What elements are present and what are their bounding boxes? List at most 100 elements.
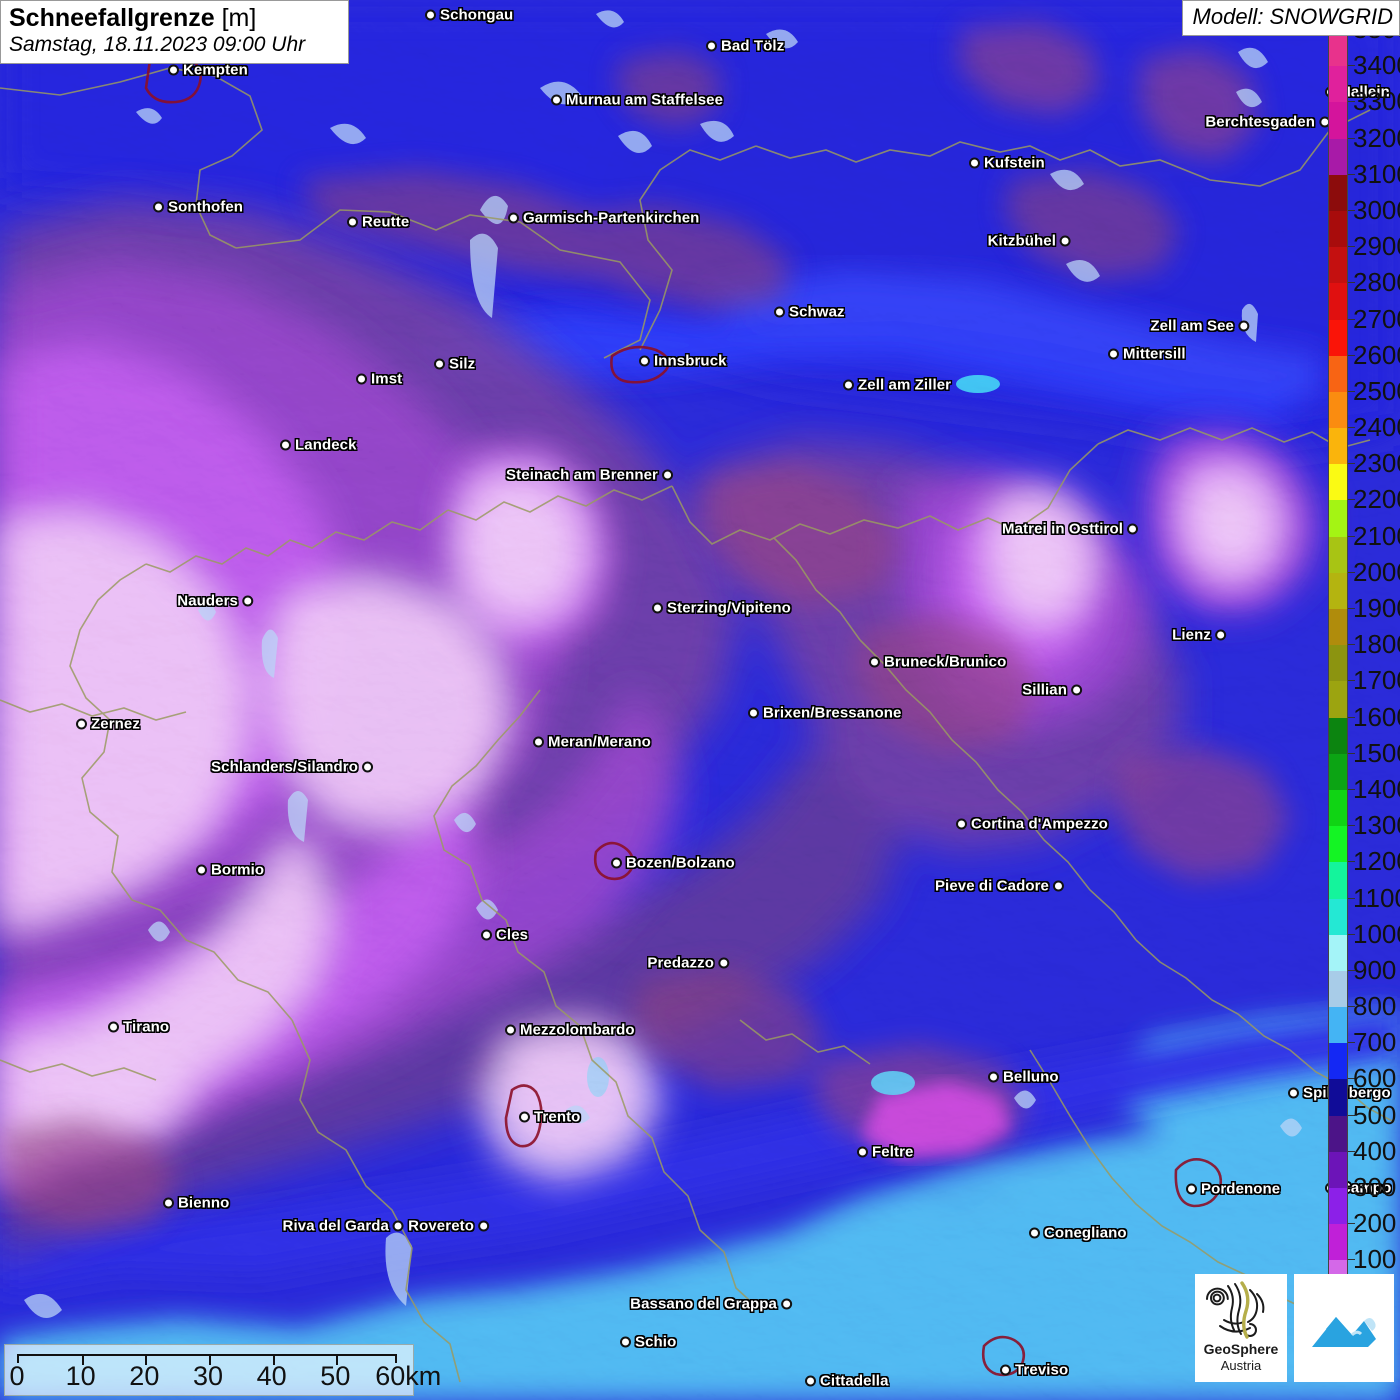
- legend-value: 3400: [1353, 50, 1400, 81]
- legend-color-swatch: [1328, 464, 1348, 501]
- legend-color-swatch: [1328, 428, 1348, 465]
- legend-row[interactable]: 300: [1328, 1174, 1400, 1225]
- scale-tick: [81, 1356, 84, 1365]
- scale-label: 40: [256, 1361, 287, 1391]
- legend-tick: [1348, 209, 1355, 211]
- mountain-logo[interactable]: [1294, 1274, 1394, 1382]
- legend-value: 3200: [1353, 122, 1400, 153]
- legend-row[interactable]: 900: [1328, 957, 1400, 1008]
- legend-row[interactable]: 3300: [1328, 88, 1400, 139]
- legend-tick: [1348, 788, 1355, 790]
- legend-value: 2500: [1353, 375, 1400, 406]
- scale-label: 0: [9, 1361, 25, 1391]
- legend-row[interactable]: 3100: [1328, 161, 1400, 211]
- legend-value: 2800: [1353, 267, 1400, 298]
- legend-value: 3300: [1353, 86, 1400, 117]
- mountain-peak-icon: [1312, 1317, 1376, 1347]
- legend-tick: [1348, 752, 1355, 754]
- legend-row[interactable]: 1800: [1328, 631, 1400, 682]
- legend-value: 3000: [1353, 194, 1400, 225]
- legend-tick: [1348, 246, 1355, 248]
- legend-value: 2400: [1353, 412, 1400, 443]
- legend-color-swatch: [1328, 536, 1348, 573]
- legend-row[interactable]: 1900: [1328, 595, 1400, 646]
- scale-tick: [145, 1356, 148, 1365]
- legend-color-swatch: [1328, 789, 1348, 827]
- legend-tick: [1348, 571, 1355, 573]
- legend-row[interactable]: 700: [1328, 1029, 1400, 1080]
- legend-tick: [1348, 173, 1355, 175]
- legend-tick: [1348, 65, 1355, 67]
- legend-color-swatch: [1328, 247, 1348, 284]
- model-label: Modell: SNOWGRID: [1192, 4, 1393, 29]
- legend-color-swatch: [1328, 138, 1348, 175]
- legend-tick: [1348, 535, 1355, 537]
- legend-row[interactable]: 2000: [1328, 559, 1400, 609]
- legend-row[interactable]: 500: [1328, 1102, 1400, 1152]
- legend-color-swatch: [1328, 30, 1348, 67]
- geosphere-logo[interactable]: GeoSphere Austria: [1195, 1274, 1287, 1382]
- legend-value: 1900: [1353, 593, 1400, 623]
- legend-row[interactable]: 1300: [1328, 812, 1400, 863]
- legend-value: 2200: [1353, 484, 1400, 515]
- legend-row[interactable]: 1100: [1328, 885, 1400, 935]
- legend-tick: [1348, 716, 1355, 718]
- legend-tick: [1348, 680, 1355, 682]
- legend-row[interactable]: 2700: [1328, 306, 1400, 356]
- scale-label: 60km: [375, 1361, 442, 1391]
- legend-value: 400: [1353, 1135, 1397, 1166]
- legend-row[interactable]: 1600: [1328, 704, 1400, 754]
- legend-row[interactable]: 2500: [1328, 378, 1400, 429]
- scale-label: 20: [129, 1361, 160, 1391]
- legend-color-swatch: [1328, 717, 1348, 754]
- legend-row[interactable]: 800: [1328, 993, 1400, 1044]
- legend-row[interactable]: 1700: [1328, 667, 1400, 718]
- legend-row[interactable]: 2900: [1328, 233, 1400, 284]
- legend-value: 1100: [1353, 882, 1400, 913]
- legend-color-swatch: [1328, 645, 1348, 682]
- legend-color-swatch: [1328, 102, 1348, 139]
- legend-tick: [1348, 1042, 1355, 1044]
- legend-color-swatch: [1328, 970, 1348, 1008]
- legend-tick: [1348, 282, 1355, 284]
- legend-row[interactable]: 1200: [1328, 848, 1400, 899]
- scale-bar-line: [17, 1354, 397, 1365]
- legend-row[interactable]: 2600: [1328, 342, 1400, 392]
- legend-tick: [1348, 499, 1355, 501]
- legend-tick: [1348, 861, 1355, 863]
- legend-color-swatch: [1328, 862, 1348, 899]
- legend-row[interactable]: 1500: [1328, 740, 1400, 790]
- color-legend[interactable]: 3500340033003200310030002900280027002600…: [1328, 16, 1400, 1297]
- legend-color-swatch: [1328, 66, 1348, 103]
- scale-bar-labels: 0 10 20 30 40 50 60km: [5, 1361, 441, 1395]
- legend-row[interactable]: 2300: [1328, 450, 1400, 501]
- legend-row[interactable]: 600: [1328, 1065, 1400, 1116]
- legend-row[interactable]: 3200: [1328, 125, 1400, 175]
- legend-tick: [1348, 1187, 1355, 1188]
- legend-value: 1300: [1353, 810, 1400, 841]
- legend-row[interactable]: 2800: [1328, 269, 1400, 320]
- legend-color-swatch: [1328, 1188, 1348, 1225]
- legend-row[interactable]: 2200: [1328, 486, 1400, 537]
- legend-row[interactable]: 200: [1328, 1210, 1400, 1261]
- scale-tick: [336, 1356, 339, 1365]
- legend-row[interactable]: 2400: [1328, 414, 1400, 465]
- scale-label: 30: [192, 1361, 224, 1391]
- legend-tick: [1348, 1114, 1355, 1116]
- legend-color-swatch: [1328, 174, 1348, 211]
- legend-row[interactable]: 3000: [1328, 197, 1400, 248]
- legend-tick: [1348, 354, 1355, 356]
- legend-tick: [1348, 644, 1355, 646]
- legend-tick: [1348, 1150, 1355, 1152]
- legend-row[interactable]: 1400: [1328, 776, 1400, 827]
- legend-tick: [1348, 427, 1355, 429]
- legend-row[interactable]: 400: [1328, 1138, 1400, 1188]
- legend-value: 200: [1353, 1208, 1397, 1239]
- legend-row[interactable]: 2100: [1328, 523, 1400, 573]
- legend-value: 300: [1353, 1172, 1397, 1202]
- legend-tick: [1348, 608, 1355, 609]
- title-main-text: Schneefallgrenze: [9, 4, 215, 32]
